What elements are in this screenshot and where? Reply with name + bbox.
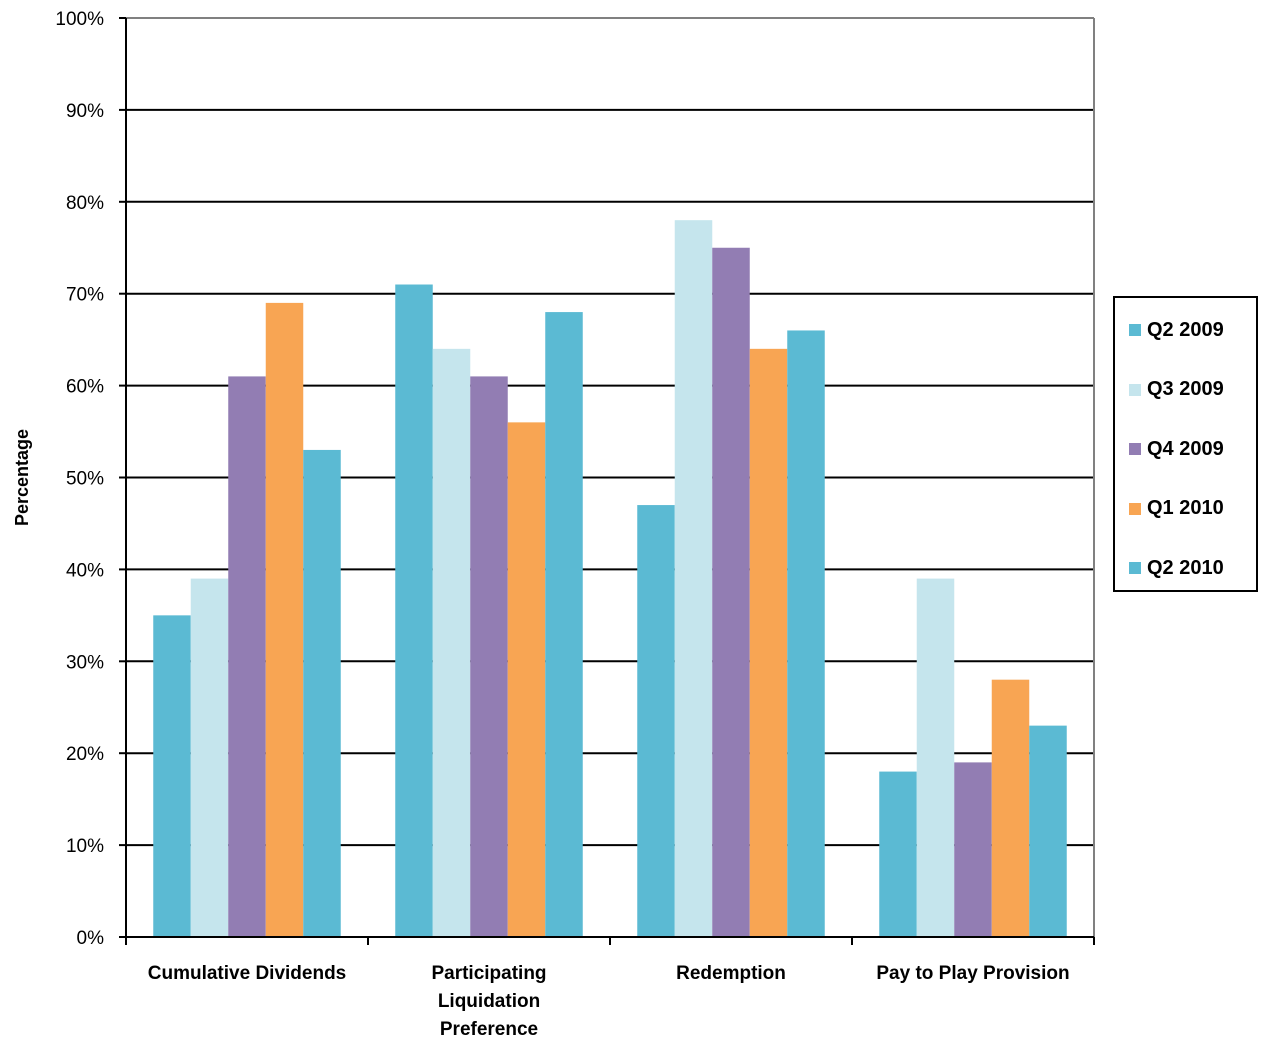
bar: [153, 615, 191, 937]
bar: [712, 247, 750, 937]
legend: Q2 2009 Q3 2009 Q4 2009 Q1 2010 Q2 2010: [1113, 296, 1258, 592]
legend-item: Q2 2010: [1129, 556, 1224, 580]
y-tick-label: 20%: [66, 744, 104, 765]
bar: [749, 348, 788, 938]
y-ticks: 0% 10% 20% 30% 40% 50% 60% 70% 80% 90% 100%: [55, 9, 126, 949]
legend-label: Q2 2009: [1147, 318, 1224, 341]
y-tick-label: 0%: [77, 928, 105, 949]
category-label: Redemption: [676, 963, 786, 984]
y-tick-label: 10%: [66, 836, 104, 857]
y-axis-title: Percentage: [12, 429, 32, 526]
y-tick-label: 40%: [66, 560, 104, 581]
legend-label: Q1 2010: [1147, 497, 1224, 519]
bar: [303, 449, 341, 937]
bars: [153, 220, 1067, 938]
category-labels: Cumulative Dividends Participating Liquida…: [148, 963, 1070, 1038]
legend-item: Q3 2009: [1129, 378, 1224, 402]
bar: [190, 578, 229, 937]
bar: [991, 679, 1030, 937]
legend-label: Q3 2009: [1147, 378, 1224, 400]
legend-swatch: [1129, 562, 1141, 574]
bar: [470, 376, 508, 937]
legend-item: Q1 2010: [1129, 497, 1224, 521]
bar: [1029, 725, 1067, 937]
y-tick-label: 90%: [66, 101, 104, 122]
bar: [916, 578, 955, 937]
legend-label: Q4 2009: [1147, 437, 1224, 460]
bar: [507, 422, 546, 937]
bar: [637, 505, 675, 937]
legend-swatch: [1129, 502, 1141, 515]
legend-item: Q4 2009: [1129, 437, 1224, 461]
legend-swatch: [1129, 383, 1141, 396]
y-tick-label: 30%: [66, 652, 104, 673]
legend-item: Q2 2009: [1129, 318, 1224, 342]
y-tick-label: 60%: [66, 377, 104, 398]
legend-swatch: [1129, 324, 1141, 336]
category-label: Participating Liquidation Preference: [431, 963, 546, 1038]
y-tick-label: 100%: [55, 9, 104, 30]
y-tick-label: 50%: [66, 469, 104, 490]
y-tick-label: 70%: [66, 285, 104, 306]
category-label: Pay to Play Provision: [876, 963, 1069, 984]
bar: [787, 330, 825, 938]
bar: [879, 771, 917, 937]
bar: [674, 220, 713, 937]
bar: [545, 312, 583, 938]
legend-swatch: [1129, 443, 1141, 455]
y-tick-label: 80%: [66, 193, 104, 214]
bar: [432, 348, 471, 938]
legend-label: Q2 2010: [1147, 556, 1224, 579]
bar: [395, 284, 433, 937]
bar: [265, 302, 304, 937]
category-label: Cumulative Dividends: [148, 963, 347, 984]
bar: [228, 376, 266, 937]
x-ticks: [125, 937, 1095, 945]
bar: [954, 762, 992, 937]
